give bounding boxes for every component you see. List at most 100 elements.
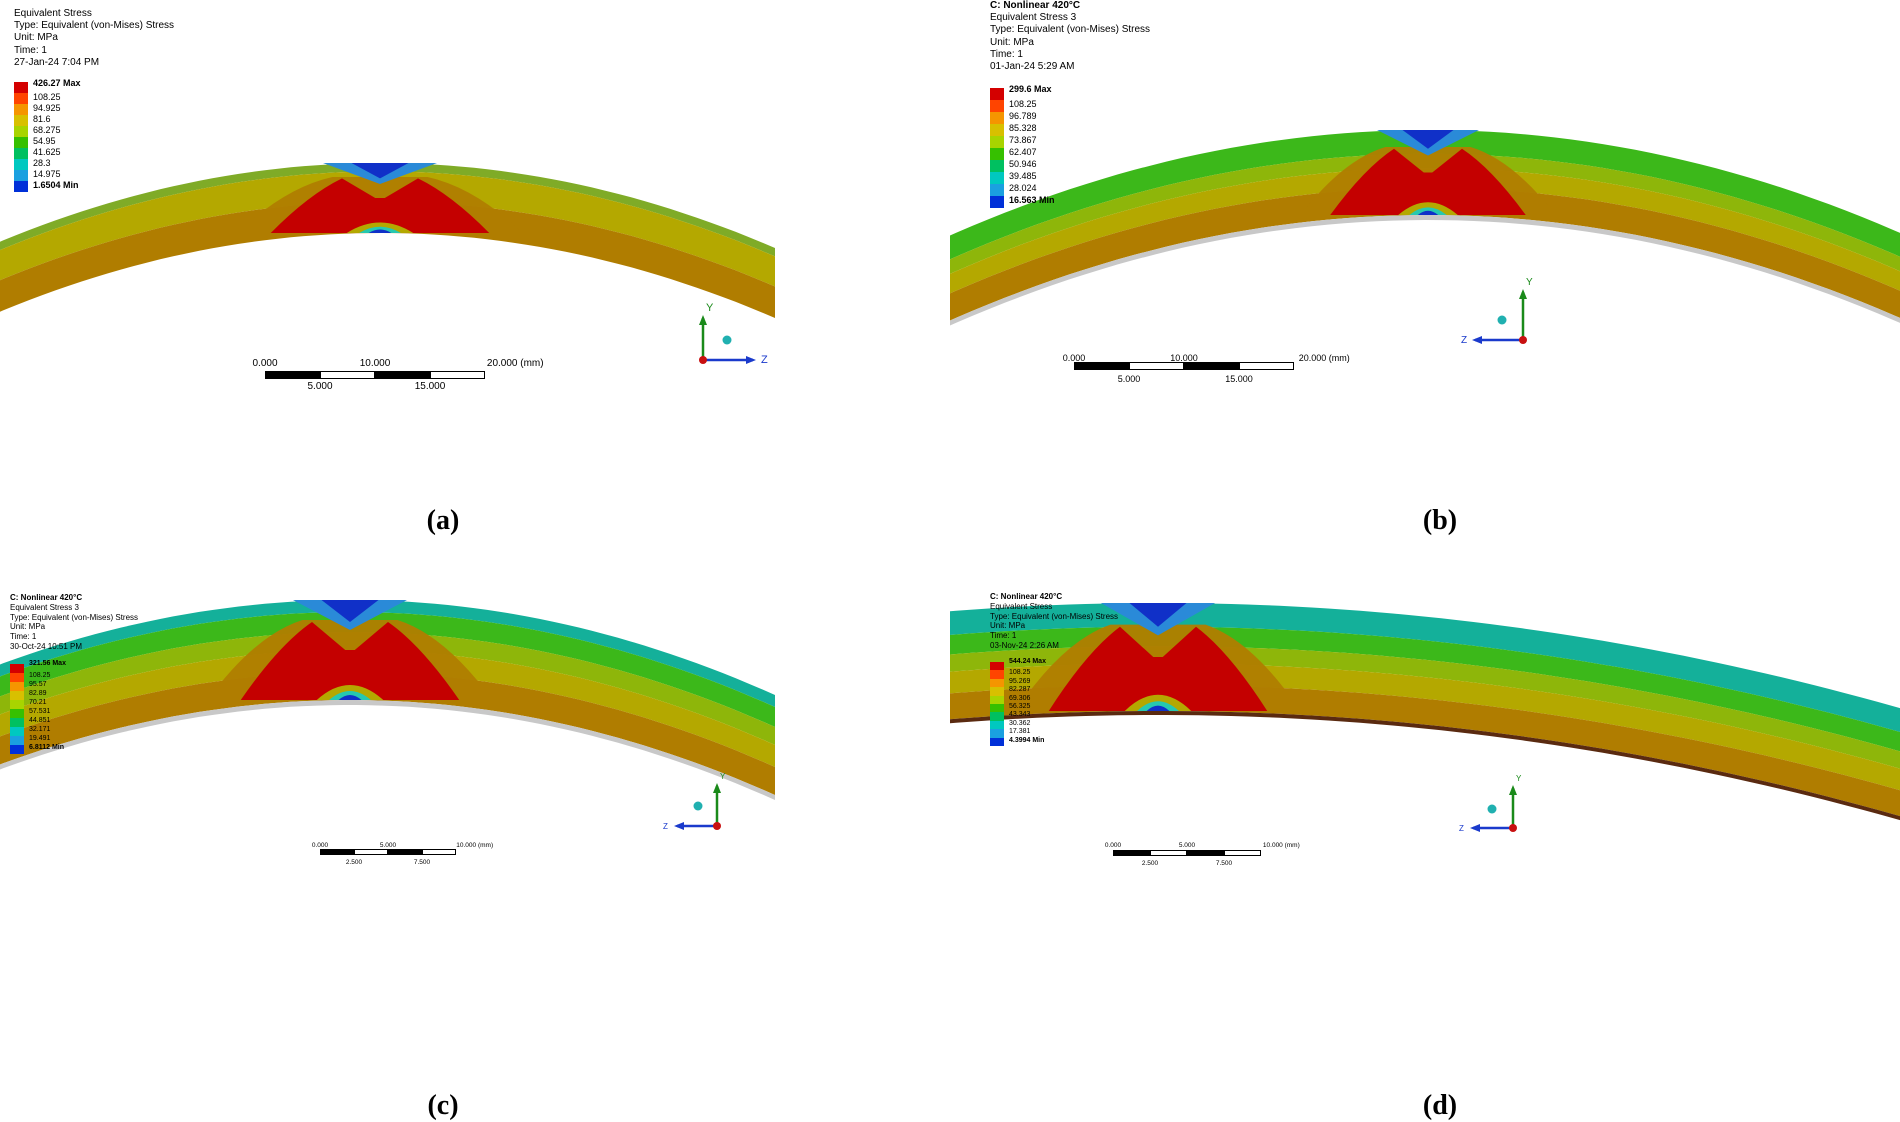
legend-label: 299.6 Max (1009, 84, 1052, 94)
legend-swatch (14, 181, 28, 192)
info-line: Type: Equivalent (von-Mises) Stress (14, 20, 175, 32)
scale-label: 0.000 (252, 358, 278, 369)
legend-swatch (990, 160, 1004, 172)
scale-label: 0.000 (1104, 842, 1122, 849)
axis-triad: YZ (663, 772, 726, 831)
legend-swatch (14, 126, 28, 137)
stress-band (0, 171, 775, 287)
legend-swatch (990, 136, 1004, 148)
info-line: Time: 1 (990, 48, 1023, 60)
info-line: Unit: MPa (990, 36, 1034, 48)
axis-origin (699, 356, 707, 364)
shell-contour (950, 603, 1900, 821)
stress-band (950, 603, 1900, 732)
legend-swatch (10, 673, 24, 682)
legend-label: 108.25 (33, 92, 61, 102)
legend-swatch (14, 137, 28, 148)
legend-swatch (990, 100, 1004, 112)
legend-label: 62.407 (1009, 147, 1037, 157)
legend-label: 81.6 (33, 114, 51, 124)
legend-swatch (990, 737, 1004, 746)
shell-contour (0, 600, 775, 800)
legend-swatch (990, 172, 1004, 184)
result-info-a: Equivalent Stress Type: Equivalent (von-M… (14, 8, 174, 69)
stress-band (0, 612, 775, 727)
legend-swatch (10, 736, 24, 745)
legend-label: 39.485 (1009, 171, 1037, 181)
legend-label: 50.946 (1009, 159, 1037, 169)
scale-bar-segment (320, 371, 375, 379)
z-axis-label: Z (1461, 335, 1467, 346)
scale-label: 20.000 (mm) (486, 358, 544, 369)
info-line: Unit: MPa (10, 622, 46, 632)
legend-label: 19.491 (29, 735, 51, 742)
legend-swatch (10, 727, 24, 736)
weld-hotspot (1300, 130, 1556, 215)
info-line: Type: Equivalent (von-Mises) Stress (10, 612, 139, 622)
legend-swatch (14, 170, 28, 181)
legend-label: 95.269 (1009, 677, 1031, 685)
stress-band (0, 632, 775, 745)
legend-label: 56.325 (1009, 703, 1031, 710)
result-info-c: C: Nonlinear 420°C Equivalent Stress 3 Typ… (10, 593, 138, 652)
scale-label: 10.000 (mm) (456, 842, 494, 849)
legend-label: 82.89 (29, 690, 47, 697)
legend-label: 108.25 (1009, 99, 1037, 109)
legend-label: 95.57 (29, 681, 47, 688)
legend-label: 57.531 (29, 708, 51, 715)
z-axis-label: Z (761, 354, 768, 366)
legend-swatch (990, 712, 1004, 721)
legend-swatch (990, 112, 1004, 124)
caption-c: (c) (427, 1090, 459, 1121)
info-line: 01-Jan-24 5:29 AM (990, 60, 1075, 72)
stress-band (950, 626, 1900, 752)
info-line: Equivalent Stress (14, 8, 92, 19)
legend-label: 6.8112 Min (29, 744, 65, 751)
scale-label: 20.000 (mm) (1298, 353, 1350, 363)
axis-triad: YZ (1461, 277, 1533, 346)
legend-swatch (14, 93, 28, 104)
info-line: C: Nonlinear 420°C (10, 593, 83, 602)
shell-contour (0, 163, 775, 318)
stress-band (0, 201, 775, 318)
stress-band (950, 187, 1900, 321)
stress-band (0, 163, 775, 257)
legend-label: 28.3 (33, 158, 51, 168)
info-line: C: Nonlinear 420°C (990, 0, 1081, 11)
view-ball-icon (1497, 315, 1507, 325)
result-info-d: C: Nonlinear 420°C Equivalent Stress Type:… (990, 592, 1118, 651)
stress-contour-c: YZ (0, 600, 775, 831)
panel-a: Y Z Equivalent Stress Type: Equivalent (vo… (0, 0, 950, 560)
result-info-b: C: Nonlinear 420°C Equivalent Stress 3 Typ… (990, 0, 1150, 73)
scale-label: 5.000 (379, 842, 397, 849)
legend-swatch (990, 720, 1004, 730)
legend-label: 44.851 (29, 717, 51, 724)
legend-swatch (990, 704, 1004, 713)
legend-label: 426.27 Max (33, 78, 81, 88)
axis-origin (1519, 336, 1527, 344)
axis-triad: YZ (1459, 774, 1522, 833)
legend-label: 73.867 (1009, 135, 1037, 145)
legend-swatch (10, 718, 24, 727)
caption-a: (a) (426, 505, 460, 536)
legend-label: 14.975 (33, 169, 61, 179)
legend-label: 68.275 (33, 125, 61, 135)
scale-label: 10.000 (1170, 353, 1198, 363)
scale-label: 10.000 (mm) (1262, 842, 1300, 849)
z-axis-label: Z (1459, 824, 1464, 833)
info-line: 30-Oct-24 10:51 PM (10, 641, 83, 651)
legend-swatch (14, 82, 28, 93)
view-ball-icon (722, 335, 732, 345)
stress-band (0, 672, 775, 795)
scale-label: 10.000 (359, 358, 391, 369)
legend-swatch (990, 196, 1004, 208)
liner-layer (950, 215, 1900, 326)
weld-hotspot (237, 163, 523, 233)
info-line: C: Nonlinear 420°C (990, 592, 1063, 601)
shell-contour (950, 130, 1900, 326)
scale-bar-segment (375, 371, 430, 379)
y-axis-label: Y (706, 302, 714, 314)
scale-bar-segment (422, 849, 456, 855)
